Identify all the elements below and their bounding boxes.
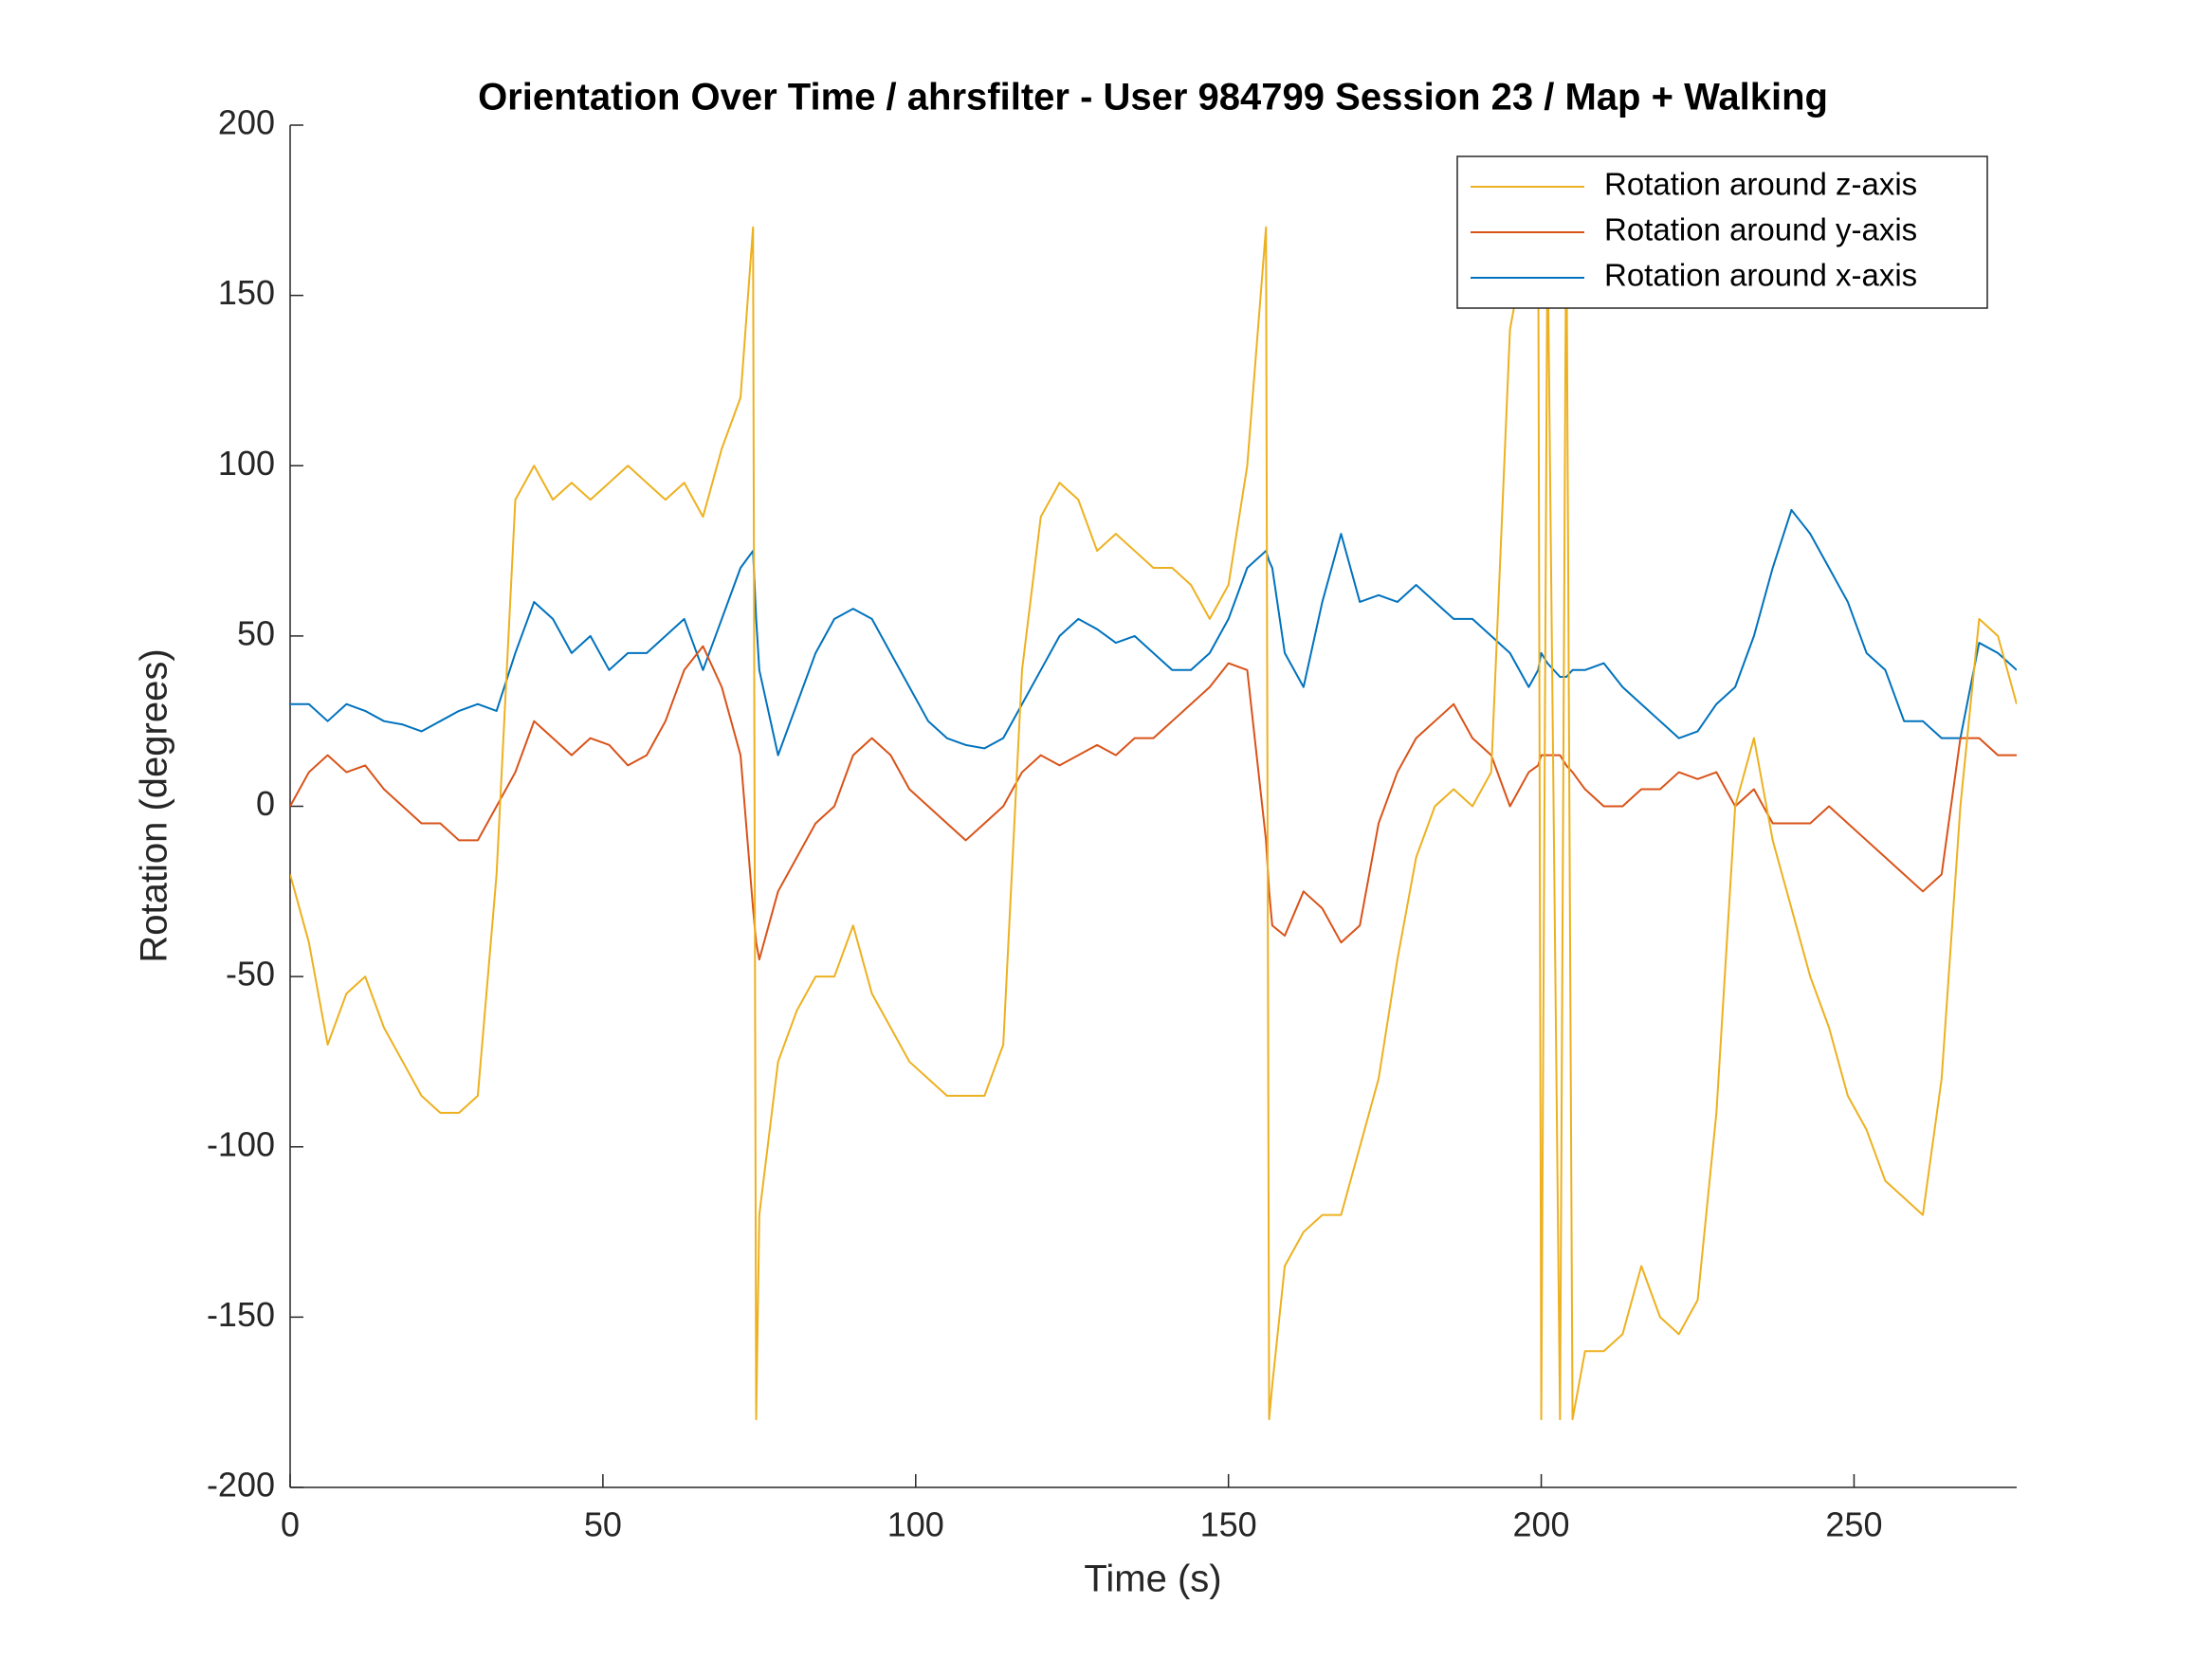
legend-label: Rotation around z-axis bbox=[1604, 167, 1917, 202]
y-tick-label: 150 bbox=[218, 273, 275, 312]
x-tick-label: 0 bbox=[281, 1505, 300, 1544]
y-tick-label: -200 bbox=[207, 1466, 275, 1504]
series-group bbox=[290, 191, 2017, 1421]
legend-label: Rotation around y-axis bbox=[1604, 212, 1917, 247]
y-tick-label: 50 bbox=[237, 613, 275, 652]
y-tick-label: 100 bbox=[218, 444, 275, 483]
x-axis-label: Time (s) bbox=[1084, 1559, 1221, 1600]
x-tick-label: 50 bbox=[584, 1505, 622, 1544]
x-tick-label: 200 bbox=[1513, 1505, 1570, 1544]
legend: Rotation around z-axis Rotation around y-… bbox=[1456, 155, 1988, 309]
chart-title: Orientation Over Time / ahrsfilter - Use… bbox=[478, 77, 1828, 118]
y-tick-label: -100 bbox=[207, 1124, 275, 1163]
y-tick-label: -50 bbox=[226, 955, 275, 994]
x-tick-label: 150 bbox=[1200, 1505, 1257, 1544]
y-tick-label: 200 bbox=[218, 103, 275, 142]
x-tick-label: 250 bbox=[1825, 1505, 1882, 1544]
series-line bbox=[290, 645, 2017, 961]
series-line bbox=[290, 191, 2017, 1421]
legend-label: Rotation around x-axis bbox=[1604, 258, 1917, 293]
x-tick-label: 100 bbox=[887, 1505, 944, 1544]
y-tick-label: 0 bbox=[256, 784, 275, 823]
series-line bbox=[290, 508, 2017, 757]
y-tick-label: -150 bbox=[207, 1295, 275, 1334]
y-axis-label: Rotation (degrees) bbox=[134, 648, 175, 962]
